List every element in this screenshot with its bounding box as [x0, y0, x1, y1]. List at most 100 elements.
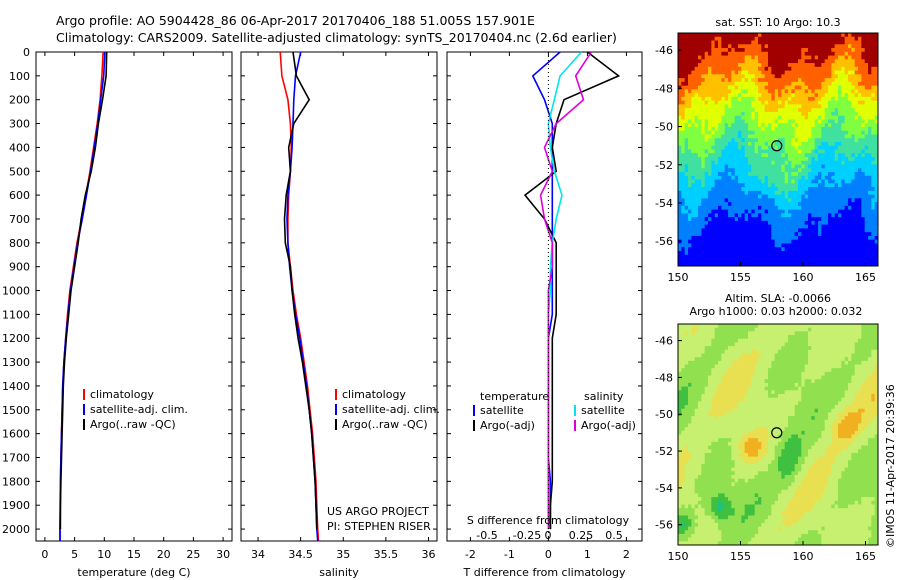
- sst-map-cell: [774, 111, 779, 117]
- sst-map-cell: [804, 63, 809, 68]
- sst-map-cell: [811, 104, 816, 109]
- sst-map-cell: [688, 93, 692, 98]
- sst-map-cell: [781, 93, 786, 98]
- sst-map-cell: [724, 187, 729, 192]
- sst-map-cell: [704, 149, 709, 154]
- sst-map-cell: [714, 138, 719, 143]
- sst-map-cell: [714, 44, 719, 49]
- sst-map-cell: [798, 232, 802, 237]
- sst-map-cell: [704, 100, 709, 105]
- sla-map-cell: [794, 379, 799, 384]
- sst-map-cell: [728, 141, 732, 147]
- sst-map-cell: [861, 213, 866, 218]
- sst-map-cell: [714, 33, 719, 38]
- sst-map-cell: [804, 243, 809, 248]
- sst-map-cell: [694, 66, 699, 72]
- sst-map-cell: [811, 179, 816, 184]
- sst-map-cell: [848, 239, 852, 244]
- sst-map-cell: [718, 157, 722, 162]
- sla-map-cell: [781, 353, 786, 358]
- depth-tick-label: 1500: [2, 404, 30, 417]
- sst-map-cell: [741, 89, 746, 94]
- sst-map-cell: [828, 48, 832, 53]
- sst-map-cell: [811, 194, 816, 199]
- sst-map-cell: [821, 247, 826, 252]
- sst-map-cell: [854, 138, 859, 143]
- sst-map-cell: [678, 89, 682, 94]
- sla-map-cell: [748, 364, 752, 369]
- sst-map-cell: [684, 232, 689, 237]
- sst-map-cell: [784, 232, 789, 237]
- sst-map-cell: [828, 130, 832, 135]
- sst-map-cell: [874, 250, 879, 256]
- sst-map-cell: [804, 108, 809, 113]
- sst-map-cell: [754, 235, 759, 241]
- sst-map-cell: [738, 209, 742, 214]
- sst-map-cell: [854, 205, 859, 211]
- sst-map-cell: [708, 40, 712, 45]
- sst-map-cell: [818, 149, 822, 154]
- sst-map-cell: [824, 104, 829, 109]
- sst-map-cell: [691, 36, 696, 42]
- sst-map-cell: [684, 198, 689, 203]
- sst-map-cell: [688, 224, 692, 229]
- sst-map-cell: [718, 217, 722, 222]
- sst-map-cell: [768, 153, 772, 158]
- sst-map-cell: [708, 243, 712, 248]
- sst-map-cell: [701, 220, 706, 226]
- sst-map-cell: [834, 262, 839, 267]
- sst-map-cell: [844, 157, 849, 162]
- sst-map-cell: [764, 145, 769, 150]
- sst-map-cell: [821, 213, 826, 218]
- sst-map-cell: [771, 190, 776, 196]
- sst-map-cell: [774, 115, 779, 120]
- sst-map-cell: [764, 243, 769, 248]
- sla-map-cell: [771, 371, 776, 377]
- sst-map-cell: [848, 104, 852, 109]
- sst-map-cell: [791, 187, 796, 192]
- sst-map-cell: [714, 134, 719, 139]
- sst-map-cell: [724, 213, 729, 218]
- sst-map-cell: [864, 70, 869, 75]
- sst-map-cell: [858, 111, 862, 117]
- sst-map-cell: [761, 119, 766, 124]
- sla-map-cell: [841, 375, 846, 380]
- sst-map-cell: [801, 187, 806, 192]
- sla-map-cell: [738, 327, 742, 332]
- sst-map-cell: [801, 224, 806, 229]
- sla-map-cell: [731, 375, 736, 380]
- sst-map-cell: [834, 40, 839, 45]
- sst-map-cell: [874, 198, 879, 203]
- sst-map-cell: [798, 250, 802, 256]
- sst-map-cell: [728, 74, 732, 79]
- sst-map-cell: [784, 66, 789, 72]
- sst-map-cell: [781, 44, 786, 49]
- sla-map-cell: [788, 342, 792, 347]
- sla-map-cell: [681, 349, 686, 354]
- sst-map-cell: [784, 198, 789, 203]
- sst-map-cell: [828, 168, 832, 173]
- sst-map-cell: [791, 100, 796, 105]
- sst-map-cell: [684, 126, 689, 132]
- sst-map-cell: [721, 78, 726, 83]
- sst-map-cell: [858, 194, 862, 199]
- sst-map-cell: [874, 108, 879, 113]
- sst-map-cell: [871, 250, 876, 256]
- sst-map-cell: [858, 33, 862, 38]
- sst-map-cell: [868, 175, 872, 181]
- sla-map-cell: [738, 375, 742, 380]
- sst-map-cell: [741, 74, 746, 79]
- sla-map-cell: [754, 346, 759, 351]
- sst-map-cell: [701, 96, 706, 102]
- sst-map-cell: [741, 130, 746, 135]
- sst-map-cell: [784, 59, 789, 64]
- sst-map-cell: [784, 157, 789, 162]
- sla-map-cell: [798, 364, 802, 369]
- sst-map-cell: [711, 149, 716, 154]
- temperature-x-tick-label: 0: [41, 548, 48, 561]
- sst-map-cell: [694, 104, 699, 109]
- sst-map-cell: [728, 126, 732, 132]
- sst-map-cell: [781, 145, 786, 150]
- sst-map-cell: [678, 232, 682, 237]
- sst-map-cell: [678, 81, 682, 87]
